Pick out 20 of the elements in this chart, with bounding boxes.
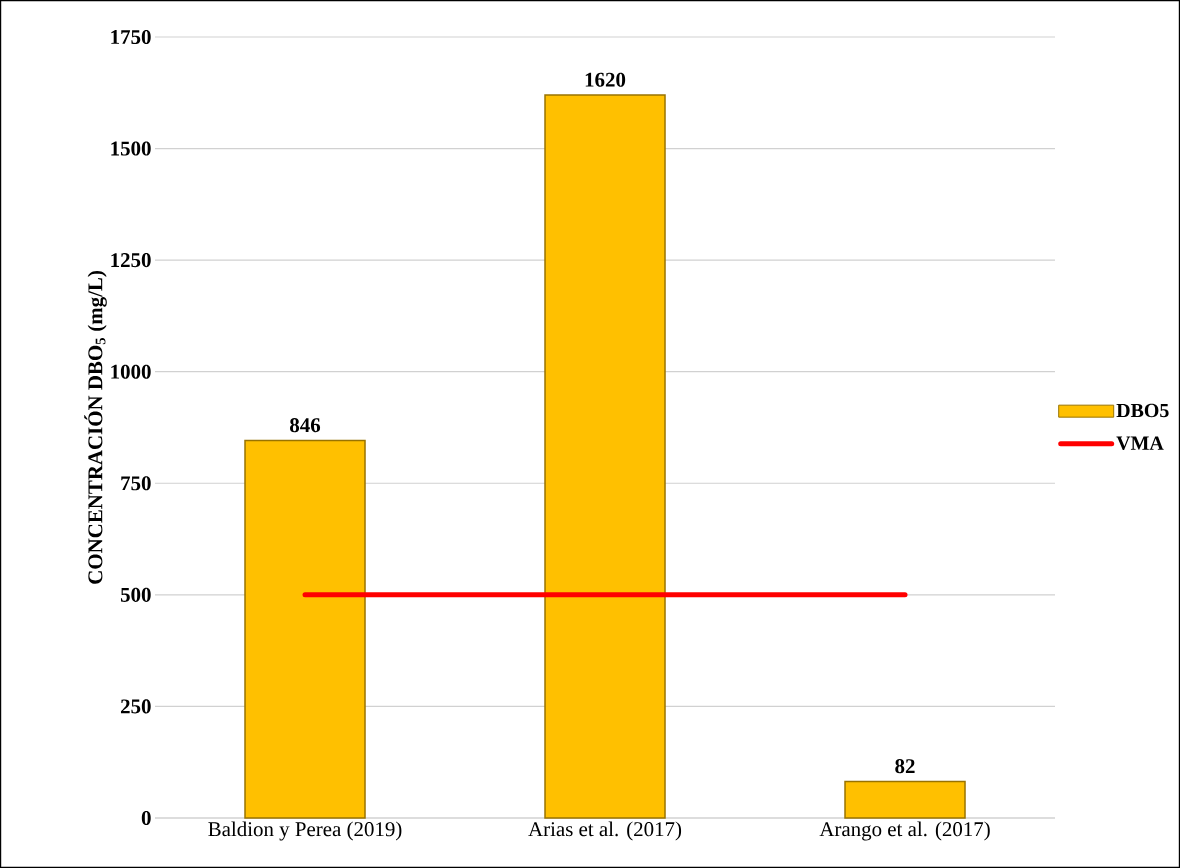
y-tick-label: 1250: [111, 253, 151, 268]
y-tick-label: 1750: [111, 29, 151, 45]
y-tick-label: 0: [141, 810, 151, 826]
y-tick-label: 250: [120, 699, 151, 714]
x-tick-label: Baldion y Perea (2019): [208, 821, 402, 841]
x-tick-label: Arango et al. (2017): [819, 821, 990, 841]
y-tick-label: 750: [121, 476, 151, 491]
bar: [844, 780, 966, 819]
bar: [244, 439, 366, 819]
data-label: 846: [290, 418, 321, 433]
data-label: 1620: [585, 72, 626, 87]
bar: [544, 94, 666, 819]
x-tick-label: Arias et al. (2017): [528, 821, 682, 841]
data-label: 82: [895, 759, 915, 774]
legend-label: DBO5: [1116, 403, 1169, 418]
y-tick-label: 500: [120, 587, 151, 602]
y-tick-label: 1500: [111, 141, 151, 156]
y-axis-title: CONCENTRACIÓN DBO$_{5}$ (mg/L): [84, 271, 107, 584]
y-tick-label: 1000: [111, 364, 151, 379]
legend-label: VMA: [1116, 436, 1164, 450]
